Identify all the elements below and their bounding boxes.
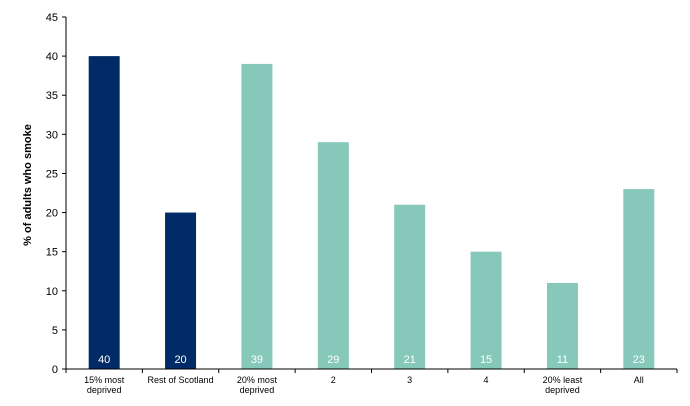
x-category-label: 3: [407, 375, 412, 385]
bar-value-label: 21: [404, 354, 416, 366]
bar: [88, 56, 120, 369]
y-tick-label: 35: [46, 90, 58, 102]
x-category-label: 4: [484, 375, 489, 385]
x-category-label: All: [634, 375, 644, 385]
bar: [546, 282, 578, 369]
y-axis-title: % of adults who smoke: [22, 124, 34, 246]
x-category-label: 15% most deprived: [84, 375, 125, 395]
bar-value-label: 23: [633, 354, 645, 366]
y-tick-label: 40: [46, 51, 58, 63]
y-tick-label: 0: [52, 364, 58, 376]
bar-value-label: 39: [251, 354, 263, 366]
x-axis-labels: 15% most deprived Rest of Scotland 20% most…: [65, 369, 678, 395]
y-tick-label: 20: [46, 208, 58, 220]
y-tick-label: 45: [46, 12, 58, 24]
bar: [394, 204, 426, 369]
y-axis-ticks: 0 5 10 15 20 25 30 35 40 45: [46, 12, 66, 376]
data-labels: 40 20 39 29 21 15 11 23: [98, 354, 645, 366]
bar-value-label: 15: [480, 354, 492, 366]
y-tick-label: 15: [46, 247, 58, 259]
y-tick-label: 25: [46, 168, 58, 180]
y-tick-label: 10: [46, 286, 58, 298]
bar: [241, 63, 273, 369]
bar: [165, 212, 197, 369]
bar-value-label: 20: [174, 354, 186, 366]
bar-value-label: 11: [557, 354, 568, 366]
bar: [623, 189, 655, 369]
x-category-label: 20% least deprived: [543, 375, 583, 395]
bar: [317, 142, 349, 369]
bar: [470, 251, 502, 369]
x-category-label: 20% most deprived: [237, 375, 278, 395]
x-category-label: 2: [331, 375, 336, 385]
y-tick-label: 5: [52, 325, 58, 337]
bar-value-label: 40: [98, 354, 110, 366]
x-category-label: Rest of Scotland: [148, 375, 214, 385]
y-tick-label: 30: [46, 129, 58, 141]
bars: [88, 56, 655, 369]
bar-value-label: 29: [327, 354, 339, 366]
